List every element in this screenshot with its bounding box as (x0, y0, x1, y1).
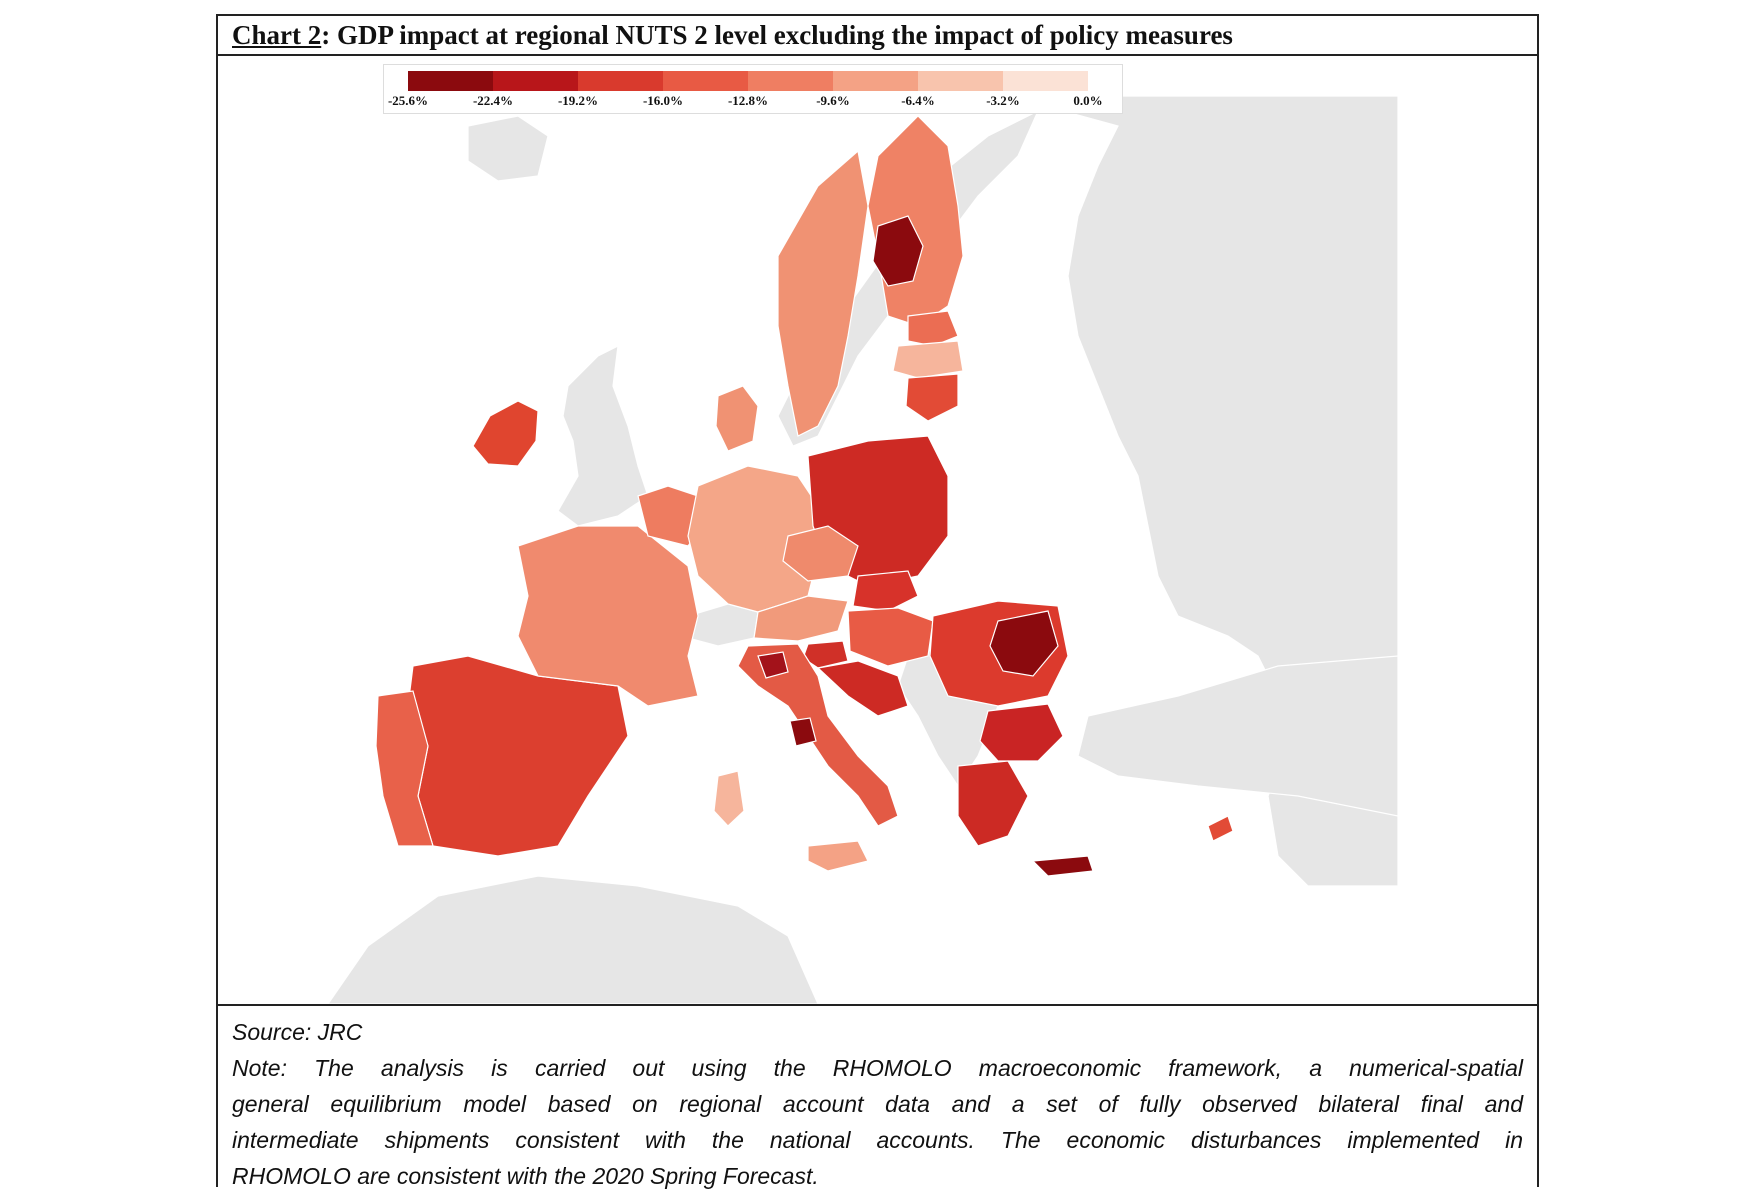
region-latvia (892, 340, 964, 379)
region-sweden (777, 149, 869, 437)
land-north-africa (327, 875, 819, 1004)
note-line: Note: The analysis is carried out using … (232, 1055, 1523, 1081)
chart-title-label: Chart 2 (232, 20, 322, 50)
region-denmark (715, 385, 759, 452)
region-finland-central (872, 215, 924, 287)
legend-tick: -16.0% (642, 93, 684, 108)
chart-title: Chart 2: GDP impact at regional NUTS 2 l… (218, 16, 1537, 56)
legend-tick: -19.2% (557, 93, 599, 108)
legend-swatch (493, 71, 578, 91)
legend-tick: -25.6% (387, 93, 429, 108)
region-bulgaria (979, 703, 1064, 762)
region-spain (407, 655, 629, 857)
land-turkey (1077, 655, 1399, 817)
region-sardinia (713, 770, 745, 827)
legend-swatch (578, 71, 663, 91)
region-cyprus (1207, 815, 1234, 842)
region-czechia (782, 525, 859, 582)
region-lithuania (905, 373, 959, 422)
legend-tick: -22.4% (472, 93, 514, 108)
region-greece (957, 760, 1029, 847)
note-line: RHOMOLO are consistent with the 2020 Spr… (232, 1163, 819, 1189)
legend-swatch (918, 71, 1003, 91)
region-romania-central (989, 610, 1059, 677)
legend-swatch (1003, 71, 1088, 91)
eu-regions (375, 115, 1234, 877)
chart-frame: Chart 2: GDP impact at regional NUTS 2 l… (216, 14, 1539, 1189)
region-italy-central (789, 717, 817, 747)
land-switzerland (687, 603, 759, 647)
legend-tick: 0.0% (1073, 93, 1103, 108)
land-iceland (467, 115, 549, 182)
legend-tick: -6.4% (901, 93, 935, 108)
region-croatia (816, 660, 909, 717)
region-slovakia (852, 570, 919, 612)
chart-title-text: : GDP impact at regional NUTS 2 level ex… (321, 20, 1233, 50)
choropleth-map (327, 95, 1399, 1004)
region-italy (737, 643, 899, 827)
legend-tick: -9.6% (816, 93, 850, 108)
legend-swatch (408, 71, 493, 91)
source-text: Source: JRC (232, 1019, 363, 1045)
region-italy-north (757, 651, 789, 679)
legend-swatch (748, 71, 833, 91)
legend-tick: -12.8% (727, 93, 769, 108)
color-legend: -25.6% -22.4% -19.2% -16.0% -12.8% -9.6%… (383, 64, 1123, 114)
note-line: general equilibrium model based on regio… (232, 1091, 1523, 1117)
region-estonia (907, 310, 959, 347)
legend-tick: -3.2% (986, 93, 1020, 108)
legend-swatch (833, 71, 918, 91)
region-portugal (375, 690, 434, 847)
region-austria (753, 595, 849, 642)
region-sicily (807, 840, 869, 872)
land-great-britain (557, 344, 649, 527)
chart-notes: Source: JRC Note: The analysis is carrie… (218, 1004, 1537, 1194)
legend-bar (408, 71, 1088, 91)
region-crete (1031, 855, 1094, 877)
map-area: -25.6% -22.4% -19.2% -16.0% -12.8% -9.6%… (218, 56, 1537, 1004)
region-hungary (847, 607, 934, 667)
note-line: intermediate shipments consistent with t… (232, 1127, 1523, 1153)
legend-ticks: -25.6% -22.4% -19.2% -16.0% -12.8% -9.6%… (384, 91, 1122, 111)
legend-swatch (663, 71, 748, 91)
region-ireland (472, 400, 539, 467)
region-france (517, 525, 699, 707)
